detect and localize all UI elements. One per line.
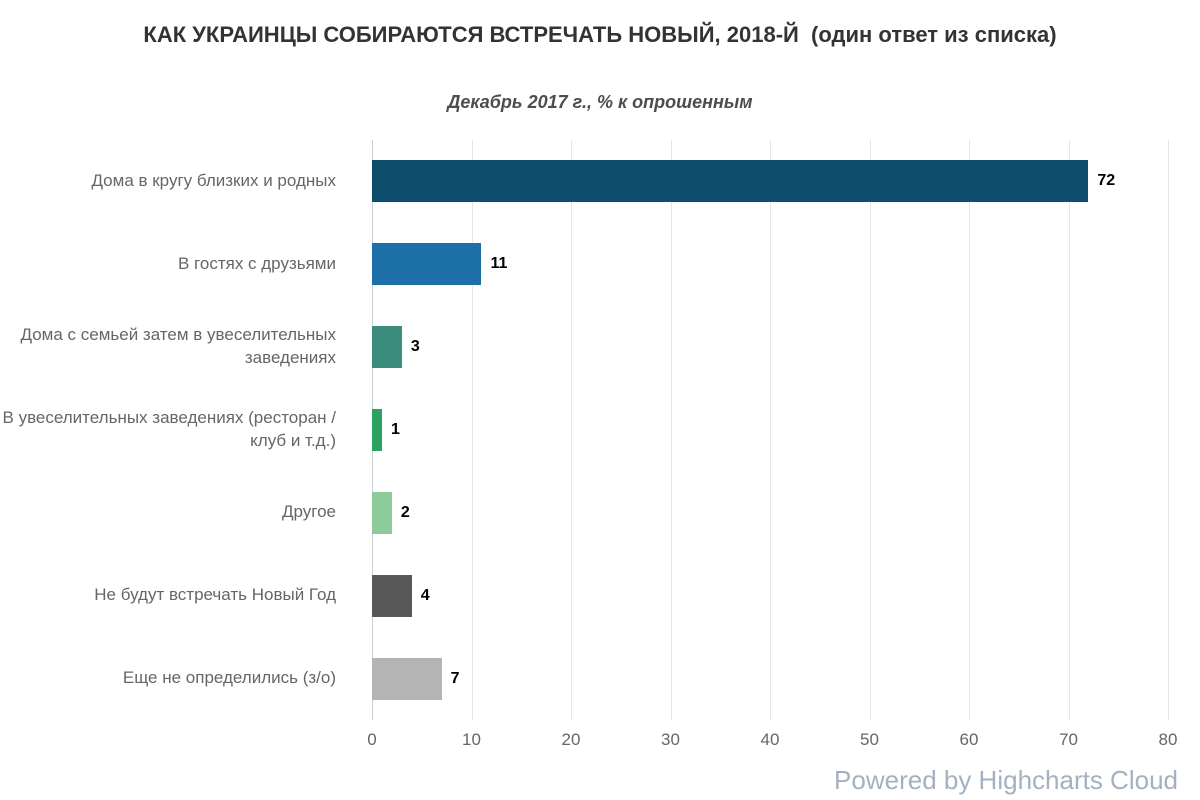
- x-axis: 0 10 20 30 40 50 60 70 80: [367, 730, 1177, 754]
- gridline: [670, 140, 672, 720]
- category-label: Дома в кругу близких и родных: [91, 170, 336, 190]
- category-label: Другое: [281, 502, 336, 522]
- gridline: [1068, 140, 1070, 720]
- category-label: Не будут встречать Новый Год: [94, 585, 336, 605]
- gridline: [770, 140, 771, 720]
- value-label: 1: [390, 421, 400, 438]
- value-label: 3: [410, 338, 420, 356]
- chart-title: КАК УКРАИНЦЫ СОБИРАЮТСЯ ВСТРЕЧАТЬ НОВЫЙ,…: [143, 22, 1057, 47]
- value-label: 2: [400, 503, 410, 521]
- value-label: 7: [450, 669, 460, 687]
- gridline: [571, 140, 572, 720]
- gridline: [969, 140, 970, 720]
- gridline: [1168, 140, 1169, 720]
- value-label: 4: [420, 586, 430, 604]
- bar-6[interactable]: [372, 574, 412, 617]
- chart-subtitle: Декабрь 2017 г., % к опрошенным: [447, 92, 753, 112]
- x-tick-label: 40: [760, 730, 780, 749]
- x-tick-label: 70: [1059, 730, 1078, 749]
- x-tick-label: 0: [367, 730, 377, 749]
- x-tick-label: 60: [959, 730, 979, 749]
- x-tick-label: 30: [661, 730, 680, 749]
- x-tick-label: 10: [462, 730, 481, 749]
- category-axis-labels: Дома в кругу близких и родных В гостях с …: [0, 140, 352, 720]
- x-tick-label: 50: [860, 730, 879, 749]
- category-label: Еще не определились (з/о): [122, 668, 336, 688]
- plot-area: 72 11 3 1 2 4 7: [372, 140, 1169, 720]
- gridline: [869, 140, 871, 720]
- value-label: 72: [1097, 172, 1116, 190]
- bar-2[interactable]: [372, 243, 482, 286]
- value-label: 11: [490, 255, 508, 273]
- bar-3[interactable]: [372, 326, 402, 369]
- highcharts-credits-link[interactable]: Powered by Highcharts Cloud: [834, 765, 1178, 795]
- bar-1[interactable]: [372, 160, 1089, 203]
- x-tick-label: 80: [1158, 730, 1178, 749]
- gridline: [471, 140, 473, 720]
- bar-5[interactable]: [372, 491, 392, 534]
- category-label: Дома с семьей затем в увеселительных зав…: [20, 325, 336, 368]
- bar-7[interactable]: [372, 657, 442, 700]
- x-tick-label: 20: [561, 730, 581, 749]
- category-label: В увеселительных заведениях (ресторан / …: [2, 408, 336, 450]
- bar-4[interactable]: [372, 409, 382, 451]
- category-label: В гостях с друзьями: [177, 253, 336, 273]
